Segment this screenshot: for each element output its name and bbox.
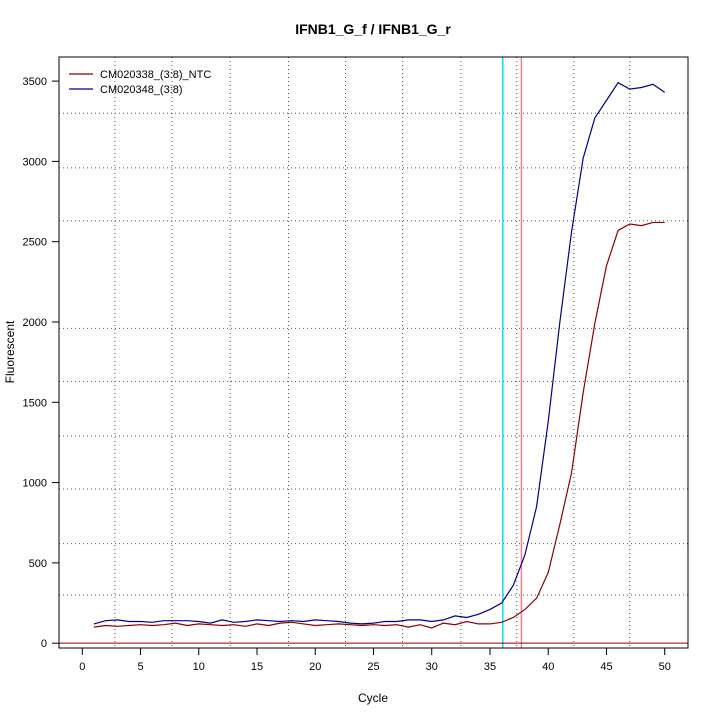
y-tick-label: 1000 [23,478,47,490]
x-tick-label: 25 [367,661,379,673]
x-tick-label: 15 [251,661,263,673]
x-tick-label: 10 [193,661,205,673]
y-axis-label: Fluorescent [3,320,17,383]
y-tick-label: 500 [29,558,47,570]
grid-layer [59,57,688,648]
y-tick-label: 0 [41,638,47,650]
x-tick-label: 30 [426,661,438,673]
series-layer [93,81,666,629]
x-tick-label: 20 [309,661,321,673]
x-tick-label: 35 [484,661,496,673]
legend-label-2: CM020348_(3:8) [100,84,183,96]
x-tick-label: 45 [600,661,612,673]
legend: CM020338_(3:8)_NTC CM020348_(3:8) [69,69,211,96]
y-tick-label: 2000 [23,317,47,329]
y-tick-label: 3500 [23,76,47,88]
series-line-1 [93,221,665,629]
x-axis-label: Cycle [358,691,388,705]
x-tick-label: 0 [79,661,85,673]
plot-frame [58,56,689,649]
x-tick-label: 5 [137,661,143,673]
chart-title: IFNB1_G_f / IFNB1_G_r [295,21,451,37]
legend-label-1: CM020338_(3:8)_NTC [100,69,211,81]
y-tick-label: 1500 [23,397,47,409]
y-tick-label: 3000 [23,156,47,168]
series-line-2 [93,81,666,625]
x-tick-label: 40 [542,661,554,673]
x-tick-label: 50 [659,661,671,673]
threshold-layer [59,57,688,648]
y-tick-label: 2500 [23,237,47,249]
